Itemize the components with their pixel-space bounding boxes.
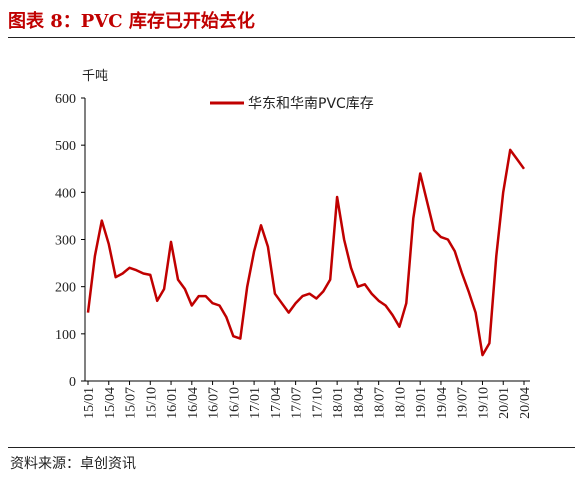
y-axis-unit: 千吨: [82, 69, 108, 84]
title-divider: [8, 37, 575, 38]
x-tick-label: 19/04: [435, 387, 450, 419]
x-tick-label: 16/01: [165, 387, 180, 419]
x-tick-label: 18/01: [331, 387, 346, 419]
legend-label: 华东和华南PVC库存: [248, 96, 374, 112]
y-tick-label: 200: [55, 281, 76, 296]
legend: 华东和华南PVC库存: [210, 96, 374, 112]
x-tick-label: 20/04: [518, 387, 533, 419]
x-tick-label: 15/10: [144, 387, 159, 419]
x-tick-label: 16/10: [227, 387, 242, 419]
x-tick-label: 15/04: [103, 387, 118, 419]
x-tick-label: 18/04: [352, 387, 367, 419]
y-tick-label: 100: [55, 328, 76, 343]
x-tick-label: 19/01: [414, 387, 429, 419]
x-tick-label: 17/07: [290, 387, 305, 419]
x-tick-label: 20/01: [497, 387, 512, 419]
y-axis-ticks: 0 100 200 300 400 500 600: [55, 92, 85, 390]
chart-title: 图表 8：PVC 库存已开始去化: [8, 11, 255, 32]
x-tick-label: 17/04: [269, 387, 284, 419]
x-tick-label: 16/07: [207, 387, 222, 419]
series-group: [86, 148, 526, 357]
x-tick-label: 19/10: [476, 387, 491, 419]
y-tick-label: 0: [69, 375, 76, 390]
x-axis-ticks: 15/01 15/04 15/07 15/10 16/01 16/04 16/07 16/10…: [82, 381, 533, 419]
y-tick-label: 400: [55, 186, 76, 201]
series-line: [86, 148, 526, 357]
x-tick-label: 17/10: [310, 387, 325, 419]
x-tick-label: 15/07: [124, 387, 139, 419]
y-tick-label: 500: [55, 139, 76, 154]
x-tick-label: 15/01: [82, 387, 97, 419]
x-tick-label: 19/07: [456, 387, 471, 419]
x-tick-label: 17/01: [248, 387, 263, 419]
axes: [84, 98, 530, 382]
x-tick-label: 18/10: [393, 387, 408, 419]
source-divider: [8, 447, 575, 448]
y-tick-label: 600: [55, 92, 76, 107]
source-note: 资料来源：卓创资讯: [10, 456, 136, 472]
y-tick-label: 300: [55, 234, 76, 249]
x-tick-label: 18/07: [373, 387, 388, 419]
x-tick-label: 16/04: [186, 387, 201, 419]
